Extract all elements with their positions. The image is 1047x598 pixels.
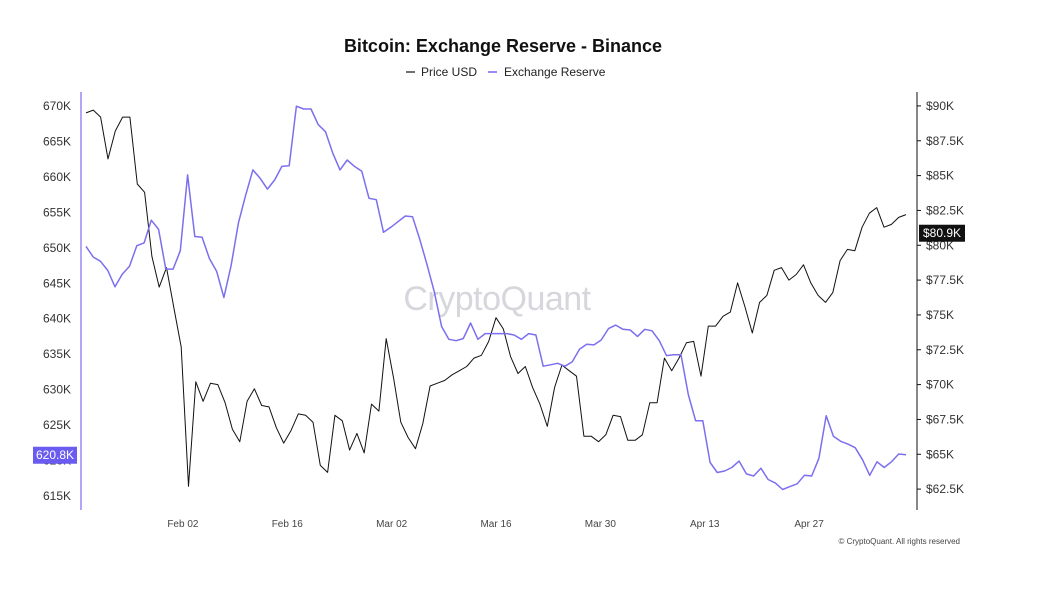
left-tick-label: 650K bbox=[43, 241, 71, 255]
legend-label-reserve[interactable]: Exchange Reserve bbox=[504, 65, 606, 79]
left-axis-ticks: 615K620K625K630K635K640K645K650K655K660K… bbox=[43, 99, 71, 503]
left-tick-label: 665K bbox=[43, 135, 71, 149]
left-tick-label: 630K bbox=[43, 383, 71, 397]
legend: Price USD Exchange Reserve bbox=[406, 65, 606, 79]
x-tick-label: Mar 02 bbox=[376, 519, 408, 530]
chart-title: Bitcoin: Exchange Reserve - Binance bbox=[344, 36, 662, 56]
right-tick-label: $80K bbox=[926, 238, 954, 252]
left-current-value-tag bbox=[33, 446, 77, 464]
right-tick-label: $62.5K bbox=[926, 482, 964, 496]
right-tick-label: $70K bbox=[926, 378, 954, 392]
right-tick-label: $67.5K bbox=[926, 412, 964, 426]
right-tick-label: $72.5K bbox=[926, 343, 964, 357]
right-tick-label: $75K bbox=[926, 308, 954, 322]
x-axis-ticks: Feb 02 Feb 16 Mar 02 Mar 16 Mar 30 Apr 13 Apr … bbox=[167, 519, 824, 530]
left-current-value-label: 620.8K bbox=[36, 448, 74, 462]
left-tick-label: 625K bbox=[43, 418, 71, 432]
left-tick-label: 615K bbox=[43, 489, 71, 503]
left-tick-label: 670K bbox=[43, 99, 71, 113]
x-tick-label: Mar 30 bbox=[585, 519, 617, 530]
x-tick-label: Feb 16 bbox=[272, 519, 304, 530]
right-tick-label: $77.5K bbox=[926, 273, 964, 287]
left-tick-label: 640K bbox=[43, 312, 71, 326]
series-line-price-usd[interactable] bbox=[85, 109, 907, 487]
right-axis-ticks: $62.5K $65K $67.5K $70K $72.5K $75K $77.5K $80K… bbox=[917, 99, 964, 496]
copyright-note: © CryptoQuant. All rights reserved bbox=[839, 537, 961, 546]
series-layer bbox=[85, 105, 907, 491]
x-tick-label: Mar 16 bbox=[480, 519, 512, 530]
left-tick-label: 635K bbox=[43, 347, 71, 361]
left-tick-label: 660K bbox=[43, 170, 71, 184]
x-tick-label: Apr 27 bbox=[794, 519, 824, 530]
right-current-value-tag bbox=[919, 224, 965, 242]
right-tick-label: $87.5K bbox=[926, 134, 964, 148]
series-line-exchange-reserve[interactable] bbox=[85, 105, 907, 491]
right-tick-label: $90K bbox=[926, 99, 954, 113]
right-tick-label: $85K bbox=[926, 169, 954, 183]
left-tick-label: 655K bbox=[43, 205, 71, 219]
x-tick-label: Apr 13 bbox=[690, 519, 720, 530]
right-current-value-label: $80.9K bbox=[923, 226, 961, 240]
current-value-tags: 620.8K $80.9K bbox=[33, 224, 965, 464]
watermark: CryptoQuant bbox=[403, 280, 591, 318]
left-tick-label: 645K bbox=[43, 276, 71, 290]
right-tick-label: $65K bbox=[926, 447, 954, 461]
legend-label-price[interactable]: Price USD bbox=[421, 65, 477, 79]
x-tick-label: Feb 02 bbox=[167, 519, 199, 530]
right-tick-label: $82.5K bbox=[926, 203, 964, 217]
